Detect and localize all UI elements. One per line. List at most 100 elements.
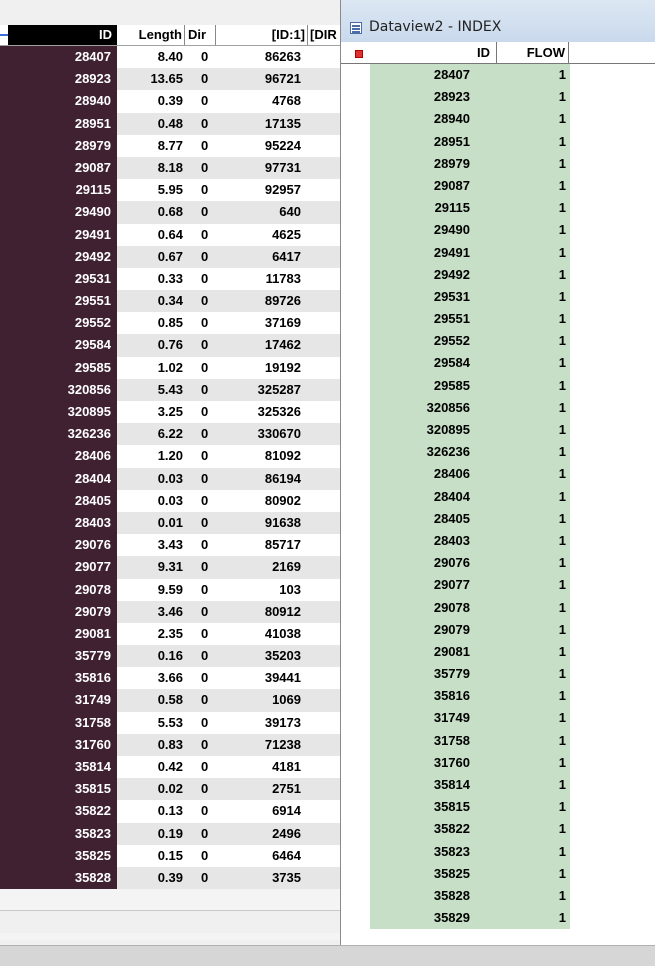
dataview-cell-id[interactable]: 29079	[433, 621, 470, 637]
dataview-cell-id[interactable]: 29087	[433, 177, 470, 193]
cell-dir[interactable]: 0	[201, 315, 209, 331]
dataview-cell-flow[interactable]: 1	[558, 555, 566, 571]
dataview-cell-flow[interactable]: 1	[558, 177, 566, 193]
cell-id[interactable]: 35779	[0, 645, 117, 668]
cell-length[interactable]: 0.48	[157, 115, 183, 131]
cell-length[interactable]: 8.18	[157, 159, 183, 175]
dataview-row[interactable]: 35822 1	[370, 818, 570, 841]
table-row[interactable]: 29079 3.46 0 80912	[0, 600, 340, 623]
dataview-cell-flow[interactable]: 1	[558, 777, 566, 792]
dataview-cell-flow[interactable]: 1	[558, 111, 566, 127]
cell-id[interactable]: 29491	[0, 223, 117, 246]
cell-dir[interactable]: 0	[201, 781, 209, 797]
dataview-row[interactable]: 29076 1	[370, 552, 570, 575]
cell-dir[interactable]: 0	[201, 71, 209, 87]
dataview-cell-flow[interactable]: 1	[558, 599, 566, 615]
cell-id-1[interactable]: 86263	[264, 49, 301, 64]
dataview-row[interactable]: 28951 1	[370, 130, 570, 153]
dataview-row[interactable]: 326236 1	[370, 441, 570, 464]
cell-id-1[interactable]: 330670	[257, 426, 301, 442]
cell-id-1[interactable]: 325287	[257, 381, 301, 397]
cell-length[interactable]: 0.76	[157, 337, 183, 353]
dataview-titlebar[interactable]: Dataview2 - INDEX	[341, 0, 655, 43]
cell-length[interactable]: 0.68	[157, 204, 183, 220]
dataview-row[interactable]: 29584 1	[370, 352, 570, 375]
dataview-cell-id[interactable]: 28979	[433, 155, 470, 171]
dataview-row[interactable]: 29491 1	[370, 241, 570, 264]
cell-dir[interactable]: 0	[201, 625, 209, 641]
cell-dir[interactable]: 0	[201, 581, 209, 597]
dataview-cell-flow[interactable]: 1	[558, 666, 566, 682]
dataview-cell-id[interactable]: 29585	[433, 377, 470, 393]
cell-length[interactable]: 13.65	[150, 71, 183, 87]
dataview-cell-id[interactable]: 29491	[433, 244, 470, 260]
cell-id-1[interactable]: 96721	[264, 71, 301, 87]
cell-id[interactable]: 28951	[0, 112, 117, 135]
dataview-cell-flow[interactable]: 1	[558, 688, 566, 704]
dataview-row[interactable]: 35828 1	[370, 884, 570, 908]
cell-dir[interactable]: 0	[201, 426, 209, 442]
cell-id-1[interactable]: 1069	[272, 692, 301, 708]
dataview-row[interactable]: 29531 1	[370, 285, 570, 309]
cell-id-1[interactable]: 6914	[272, 803, 301, 819]
dataview-row[interactable]: 29081 1	[370, 640, 570, 664]
dataview-cell-flow[interactable]: 1	[558, 887, 566, 903]
cell-id-1[interactable]: 6464	[272, 847, 301, 863]
cell-id-1[interactable]: 41038	[264, 625, 301, 641]
cell-length[interactable]: 1.02	[157, 359, 183, 375]
cell-id[interactable]: 29087	[0, 156, 117, 180]
dataview-cell-flow[interactable]: 1	[558, 865, 566, 881]
table-row[interactable]: 29492 0.67 0 6417	[0, 245, 340, 268]
cell-id[interactable]: 29115	[0, 179, 117, 202]
cell-id-1[interactable]: 37169	[264, 315, 301, 331]
dataview-cell-id[interactable]: 28405	[433, 510, 470, 526]
cell-length[interactable]: 2.35	[157, 625, 183, 641]
cell-length[interactable]: 0.03	[157, 492, 183, 508]
table-row[interactable]: 29585 1.02 0 19192	[0, 356, 340, 379]
dataview-cell-id[interactable]: 28940	[433, 111, 470, 127]
cell-length[interactable]: 3.46	[157, 603, 183, 619]
table-row[interactable]: 31758 5.53 0 39173	[0, 711, 340, 734]
cell-id[interactable]: 35823	[0, 822, 117, 845]
column-header-length[interactable]: Length	[117, 25, 185, 45]
cell-id-1[interactable]: 17135	[264, 115, 301, 131]
cell-dir[interactable]: 0	[201, 49, 209, 64]
cell-length[interactable]: 0.02	[157, 781, 183, 797]
dataview-cell-flow[interactable]: 1	[558, 333, 566, 349]
dataview-row[interactable]: 29115 1	[370, 197, 570, 220]
dataview-cell-flow[interactable]: 1	[558, 643, 566, 659]
cell-length[interactable]: 6.22	[157, 426, 183, 442]
cell-dir[interactable]: 0	[201, 137, 209, 153]
dataview-row[interactable]: 28403 1	[370, 529, 570, 553]
cell-length[interactable]: 5.43	[157, 381, 183, 397]
cell-id[interactable]: 35815	[0, 778, 117, 801]
cell-dir[interactable]: 0	[201, 381, 209, 397]
dataview-cell-flow[interactable]: 1	[558, 266, 566, 282]
dataview-row-selector-margin[interactable]	[341, 64, 370, 952]
cell-dir[interactable]: 0	[201, 714, 209, 730]
cell-dir[interactable]: 0	[201, 759, 209, 774]
dataview-cell-id[interactable]: 29551	[433, 311, 470, 327]
cell-id-1[interactable]: 19192	[264, 359, 301, 375]
dataview-cell-id[interactable]: 35822	[433, 821, 470, 837]
dataview-cell-id[interactable]: 28923	[433, 89, 470, 105]
dataview-cell-id[interactable]: 35814	[433, 777, 470, 792]
column-header-id-1[interactable]: [ID:1]	[216, 25, 308, 45]
dataview-row[interactable]: 29585 1	[370, 374, 570, 397]
table-row[interactable]: 35828 0.39 0 3735	[0, 866, 340, 890]
cell-dir[interactable]: 0	[201, 404, 209, 419]
cell-id-1[interactable]: 81092	[264, 448, 301, 464]
cell-length[interactable]: 0.83	[157, 736, 183, 752]
cell-id[interactable]: 29492	[0, 245, 117, 268]
cell-length[interactable]: 9.59	[157, 581, 183, 597]
dataview-cell-flow[interactable]: 1	[558, 133, 566, 149]
horizontal-scrollbar[interactable]	[0, 910, 340, 933]
dataview-cell-flow[interactable]: 1	[558, 488, 566, 504]
dataview-cell-flow[interactable]: 1	[558, 532, 566, 548]
cell-id-1[interactable]: 11783	[265, 270, 301, 286]
column-header-id[interactable]: ID	[8, 25, 117, 45]
dataview-cell-flow[interactable]: 1	[558, 288, 566, 304]
cell-length[interactable]: 0.39	[157, 869, 183, 885]
cell-id-1[interactable]: 39173	[264, 714, 301, 730]
cell-dir[interactable]: 0	[201, 248, 209, 264]
